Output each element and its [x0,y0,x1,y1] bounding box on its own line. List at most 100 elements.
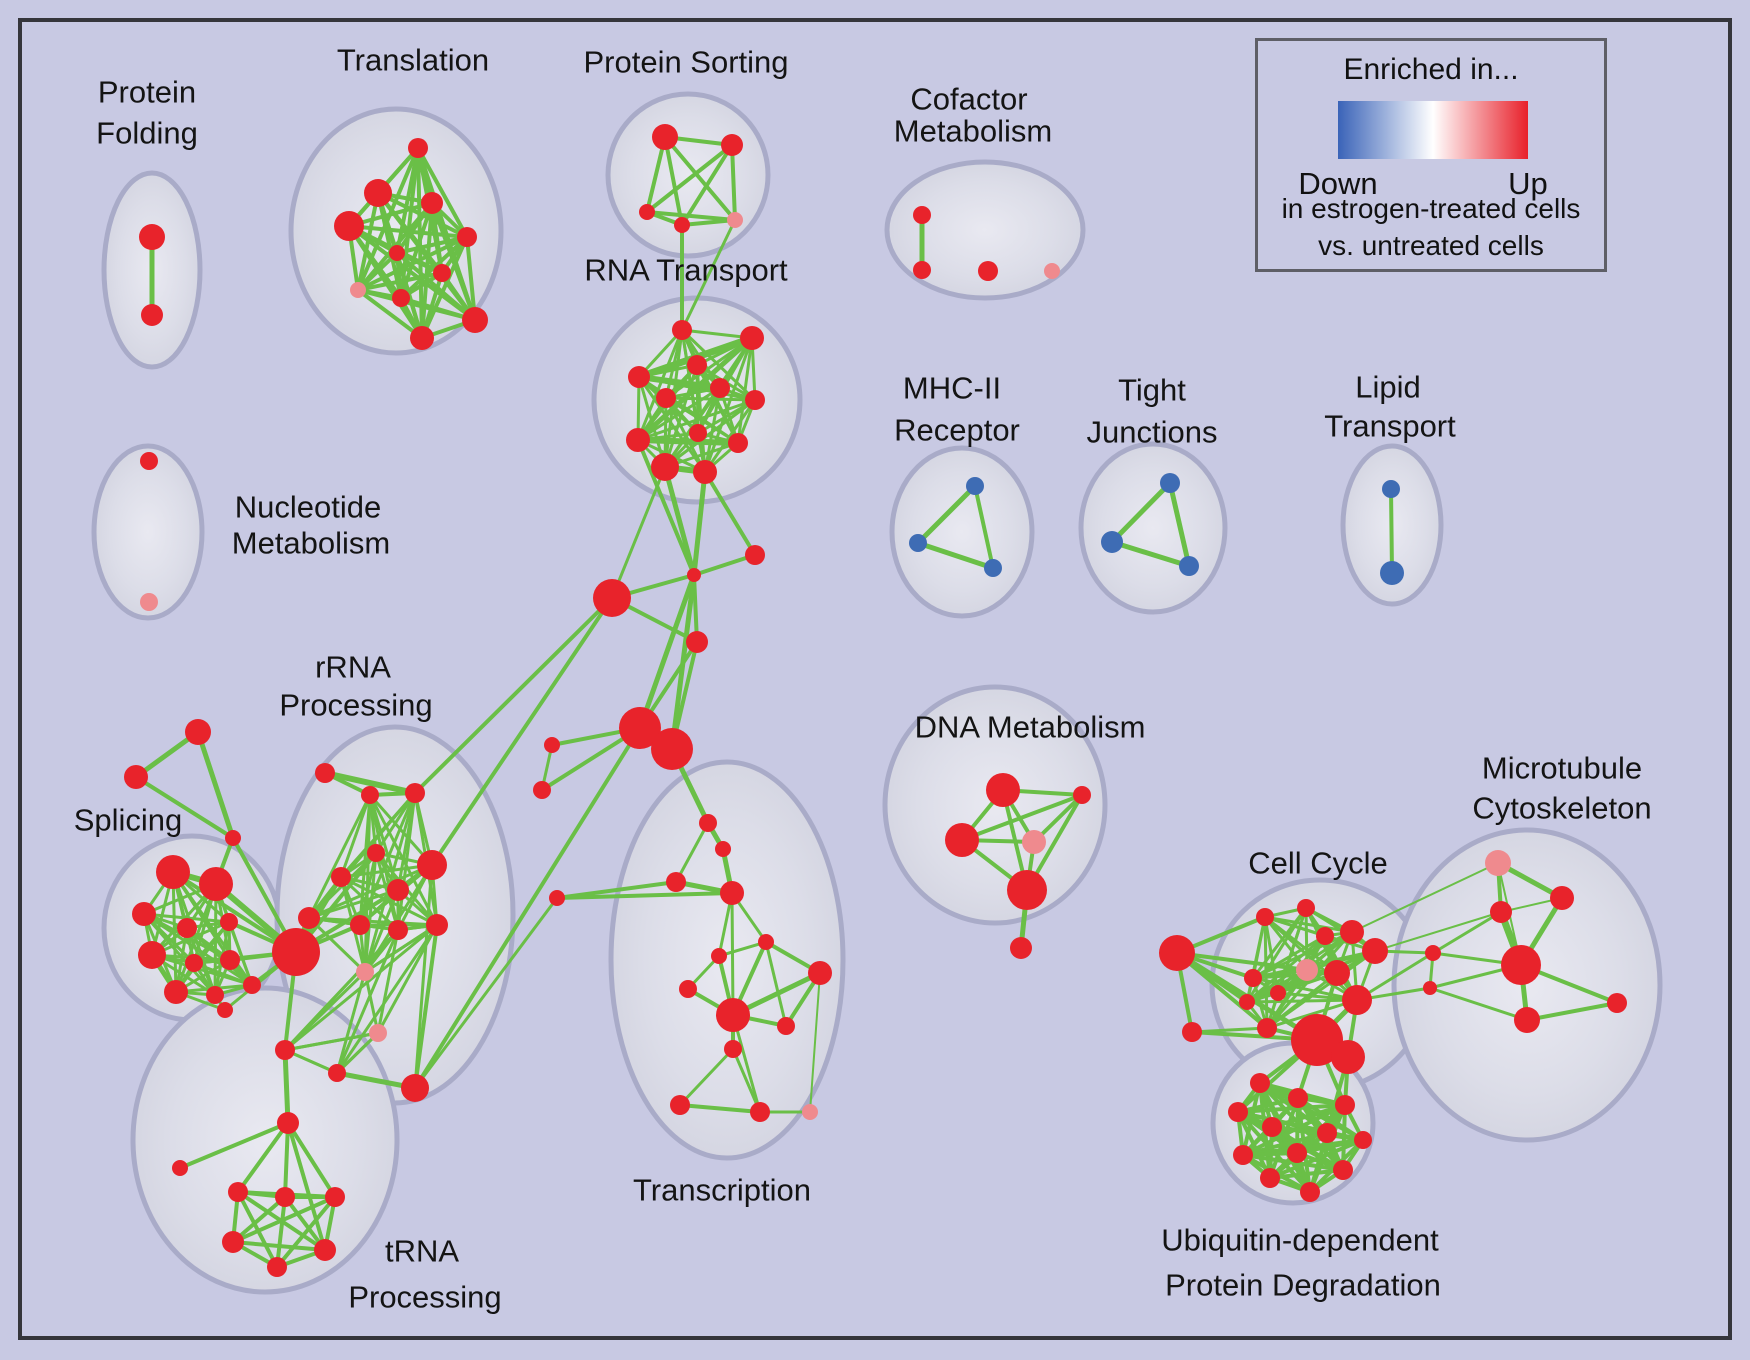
node-sp7-red [185,954,203,972]
edge-ub7-ub9 [1295,1138,1365,1155]
node-t12-red [670,1095,690,1115]
node-ps4-red [674,217,690,233]
node-tr6-red [389,245,405,261]
edge-t1-t3 [674,821,710,884]
edge-rt7-rt11 [663,398,757,469]
node-ub1-red [1250,1073,1270,1093]
node-mt4-red [1501,945,1541,985]
node-nm2-pink [140,593,158,611]
node-tr7-red [433,264,451,282]
edge-sp3-sp10 [142,912,217,997]
cluster-ellipse-microtubule-cytoskeleton [1391,827,1663,1143]
node-rt10-red [728,433,748,453]
edge-rr7-rr9 [307,888,400,920]
node-cc10-red [1239,994,1255,1010]
edge-rt4-rt6 [636,374,723,391]
cluster-label: Cell Cycle [1248,846,1388,881]
node-cc4-red [1340,920,1364,944]
cluster-label: Metabolism [232,526,391,561]
node-tr2-red [364,179,392,207]
node-tn6-red [267,1257,287,1277]
node-cn1-red [1425,945,1441,961]
node-ub9-red [1287,1143,1307,1163]
edge-rt8-rt10 [635,437,741,446]
cluster-label: Metabolism [894,114,1053,149]
edge-tr8-tr11 [356,288,424,340]
node-cc7-pink [1296,959,1318,981]
node-mh2-blue [909,534,927,552]
cluster-ellipse-mhc-ii-receptor [889,445,1035,619]
node-ub4-red [1228,1102,1248,1122]
node-rt9-red [689,424,707,442]
node-j1-red [687,568,701,582]
node-tr10-red [462,307,488,333]
cluster-label: Transport [1324,409,1456,444]
node-tr4-red [334,211,364,241]
node-cc1-red [1159,935,1195,971]
node-t4-red [720,881,744,905]
edge-tn2-tn4 [231,1195,287,1244]
node-tr9-red [392,289,410,307]
edge-ch1-ch2 [282,1047,291,1126]
cluster-label: Tight [1118,373,1186,408]
edge-mh1-mh3 [973,484,995,570]
node-cc3-red [1297,899,1315,917]
edge-rt1-rt8 [636,328,684,442]
node-t8-red [679,980,697,998]
edge-big1-rr5 [430,596,614,867]
labels-layer: Protein Folding Translation Protein Sorting… [74,43,1652,1315]
node-j2-red [686,631,708,653]
node-tr1-red [408,138,428,158]
edge-rt7-rt8 [636,398,757,442]
node-t1-red [699,814,717,832]
node-cc13-red [1182,1022,1202,1042]
cluster-ellipse-transcription [608,759,846,1161]
node-tj3-blue [1179,556,1199,576]
edge-tr4-tr11 [347,224,424,340]
node-cn2-red [1423,981,1437,995]
edge-sp5-sp11 [227,920,254,987]
edge-tr5-tr11 [420,235,469,340]
edge-rt6-rt8 [636,386,722,442]
legend-down-label: Down [1298,166,1378,201]
edge-tr5-tr8 [356,235,469,292]
edge-rrp1-rrb1 [335,970,367,1075]
edge-cc5-mt3 [1374,911,1502,952]
edge-cc2-cc4 [1263,915,1354,934]
nodes-layer [124,124,1627,1277]
node-dm6-red [1010,937,1032,959]
node-sp1-red [156,855,190,889]
edge-tr5-tr10 [465,235,477,322]
edge-tr6-tr8 [356,251,399,292]
cluster-label: Nucleotide [235,490,381,525]
edge-tn2-tn6 [275,1195,287,1269]
node-ps1-red [652,124,678,150]
node-ln3-red [549,890,565,906]
node-mh1-blue [966,477,984,495]
node-ub11-red [1260,1168,1280,1188]
cluster-ellipse-tight-junctions [1078,441,1228,615]
edge-rt11-big1 [610,465,667,600]
edge-t12-t13 [678,1103,762,1114]
cluster-label: Translation [337,43,489,78]
node-st1-red [185,719,211,745]
node-ub6-red [1317,1123,1337,1143]
node-rrp2-pink [369,1024,387,1042]
node-sl2-red [533,781,551,799]
node-ub10-red [1333,1160,1353,1180]
node-t9-red [716,998,750,1032]
edge-cc7-cc12 [1265,968,1309,1030]
node-mt6-red [1514,1007,1540,1033]
node-sp3-red [132,902,156,926]
cluster-label: DNA Metabolism [915,710,1146,745]
edge-rr10-rrp2 [376,928,400,1035]
legend-up-label: Up [1508,166,1548,201]
cluster-ellipse-protein-sorting [605,91,771,259]
edge-cc12-cc14 [1265,998,1359,1030]
edge-tr7-tr8 [356,271,444,292]
cluster-label: Microtubule [1482,751,1642,786]
node-st3-red [225,830,241,846]
node-cm3-red [978,261,998,281]
node-sp5-red [220,913,238,931]
edge-tj2-tj3 [1109,539,1192,569]
